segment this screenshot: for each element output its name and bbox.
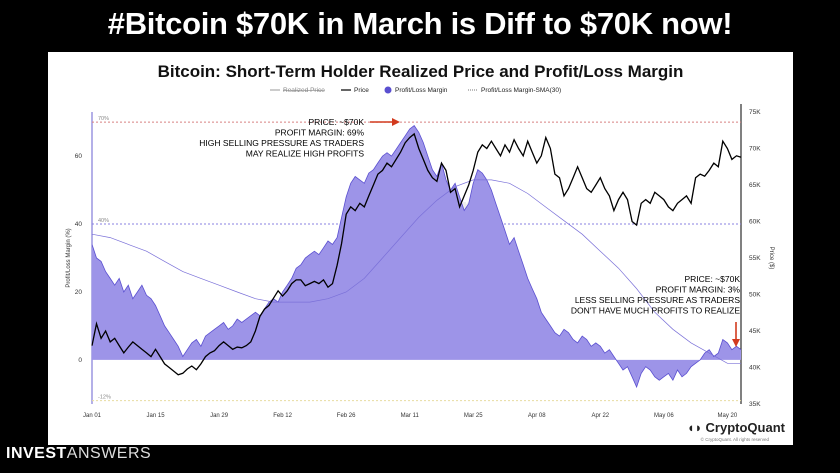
right-tick-label: 50K [749, 292, 761, 299]
annotation-bottom-line: DON'T HAVE MUCH PROFITS TO REALIZE [571, 306, 740, 316]
x-tick-label: Feb 12 [273, 413, 292, 419]
annotation-bottom-line: PRICE: ~$70K [684, 274, 740, 284]
x-tick-label: Mar 25 [464, 413, 483, 419]
left-tick-label: 60 [75, 153, 83, 160]
headline: #Bitcoin $70K in March is Diff to $70K n… [107, 6, 733, 41]
x-tick-label: Mar 11 [401, 413, 420, 419]
right-tick-label: 45K [749, 328, 761, 335]
left-tick-label: 40 [75, 221, 83, 228]
chart-title: Bitcoin: Short-Term Holder Realized Pric… [157, 62, 684, 81]
legend-swatch-margin [384, 86, 392, 94]
price-line [91, 132, 742, 376]
brand-bold: INVEST [6, 445, 67, 462]
copyright-text: © CryptoQuant. All rights reserved [700, 437, 769, 442]
right-tick-label: 65K [749, 182, 761, 189]
x-tick-label: Apr 22 [591, 413, 609, 419]
legend-label-realized-price: Realized Price [283, 87, 325, 94]
left-axis-title: Profit/Loss Margin (%) [66, 228, 72, 287]
ref-line-label: 40% [98, 218, 109, 224]
x-tick-label: Apr 08 [528, 413, 546, 419]
right-tick-label: 40K [749, 365, 761, 372]
x-tick-label: May 06 [654, 413, 674, 419]
x-tick-label: Jan 01 [83, 413, 102, 419]
profit-loss-margin-area [92, 125, 741, 387]
chart-card: Bitcoin: Short-Term Holder Realized Pric… [48, 52, 793, 445]
x-tick-label: May 20 [718, 413, 738, 419]
profit-loss-margin-line [91, 125, 742, 389]
left-tick-label: 0 [78, 357, 82, 364]
annotation-bottom-line: PROFIT MARGIN: 3% [656, 285, 741, 295]
cryptoquant-logo: ◖◗ CryptoQuant [687, 420, 785, 435]
arrow-top-head [392, 118, 400, 126]
legend: Realized Price Price Profit/Loss Margin Pro… [270, 86, 561, 94]
legend-label-margin: Profit/Loss Margin [395, 87, 448, 94]
annotation-top-line: MAY REALIZE HIGH PROFITS [246, 149, 365, 159]
right-tick-label: 35K [749, 401, 761, 408]
annotation-top-line: HIGH SELLING PRESSURE AS TRADERS [199, 138, 364, 148]
cryptoquant-logo-text: CryptoQuant [705, 420, 785, 435]
plot-area: 70% 40% -12% 0 20 40 60 35K 40K 45K 50K 55K 60K 65K 70… [66, 104, 774, 419]
legend-label-price: Price [354, 87, 369, 94]
margin-sma-line [91, 179, 741, 364]
annotation-bottom-line: LESS SELLING PRESSURE AS TRADERS [575, 295, 741, 305]
legend-label-sma: Profit/Loss Margin-SMA(30) [481, 87, 561, 94]
annotation-top-line: PRICE: ~$70K [308, 117, 364, 127]
x-tick-label: Jan 15 [147, 413, 166, 419]
arrow-bottom-head [732, 339, 740, 347]
invest-answers-brand: INVESTANSWERS [6, 445, 151, 463]
chart-svg: CryptoQuant Realized PricePriceProfit/Lo… [66, 86, 774, 419]
right-tick-label: 75K [749, 109, 761, 116]
right-tick-label: 55K [749, 255, 761, 262]
brand-light: ANSWERS [66, 445, 152, 462]
annotation-top-line: PROFIT MARGIN: 69% [275, 128, 365, 138]
x-tick-label: Feb 26 [337, 413, 356, 419]
right-tick-label: 70K [749, 146, 761, 153]
right-tick-label: 60K [749, 219, 761, 226]
right-axis-title: Price ($) [768, 247, 774, 270]
left-tick-label: 20 [75, 289, 83, 296]
ref-line-label: 70% [98, 116, 109, 122]
cryptoquant-logo-icon: ◖◗ [686, 420, 703, 435]
ref-line-label: -12% [98, 395, 111, 401]
x-tick-label: Jan 29 [210, 413, 229, 419]
